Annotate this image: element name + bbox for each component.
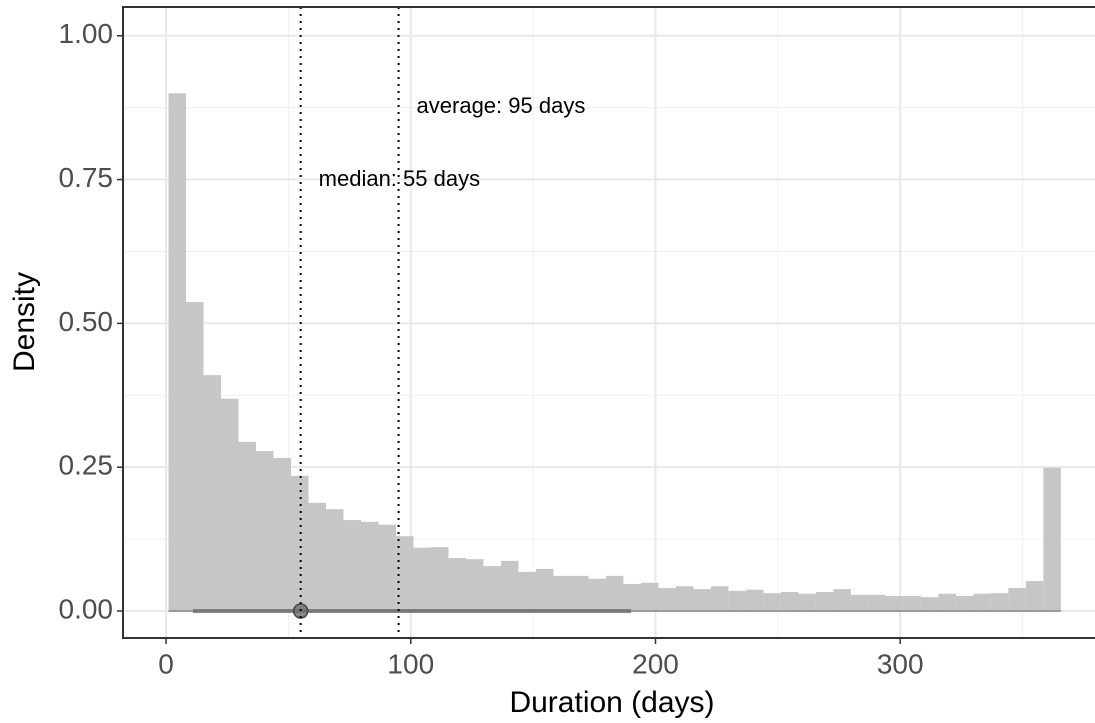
bar: [570, 575, 589, 611]
bar: [850, 594, 869, 611]
bar: [588, 578, 606, 611]
bar: [238, 441, 257, 611]
bar: [483, 566, 501, 611]
y-tick-label: 1.00: [59, 18, 114, 49]
bar: [955, 596, 974, 611]
annotation: average: 95 days: [417, 93, 586, 118]
bar: [640, 582, 659, 611]
bar: [343, 520, 361, 611]
bar: [693, 589, 711, 611]
bar: [1008, 587, 1026, 611]
bar: [221, 398, 239, 611]
y-tick-label: 0.75: [59, 162, 114, 193]
bar: [938, 593, 956, 611]
bar: [413, 547, 431, 611]
bar: [360, 521, 379, 611]
y-tick-label: 0.50: [59, 306, 114, 337]
panel-border: [122, 6, 1095, 639]
x-tick-label: 200: [632, 648, 679, 679]
bar: [378, 524, 396, 611]
bar: [430, 547, 449, 611]
bar: [1025, 581, 1044, 611]
x-tick-label: 300: [877, 648, 924, 679]
bar: [920, 597, 939, 611]
bar: [325, 509, 344, 611]
bar: [518, 571, 536, 611]
bar: [903, 596, 921, 611]
bar: [308, 502, 326, 611]
bar: [745, 589, 764, 611]
bar: [868, 594, 886, 611]
y-tick-label: 0.25: [59, 450, 114, 481]
bar: [728, 590, 746, 611]
bar: [798, 593, 816, 611]
bar: [990, 593, 1009, 611]
bar: [605, 575, 624, 611]
bar: [763, 593, 781, 611]
bar: [500, 560, 519, 611]
bar: [815, 591, 834, 611]
bar: [658, 587, 676, 611]
bar: [535, 568, 554, 611]
x-tick-label: 100: [387, 648, 434, 679]
bar: [710, 586, 729, 611]
bar: [256, 451, 274, 611]
bar: [203, 375, 222, 611]
bar: [290, 475, 309, 611]
bar: [186, 302, 204, 611]
bar: [675, 586, 694, 611]
bar: [465, 559, 484, 611]
bar: [168, 93, 187, 611]
x-tick-label: 0: [158, 648, 174, 679]
bar: [553, 575, 571, 611]
bar: [395, 536, 414, 611]
bar: [273, 457, 291, 611]
bar: [1043, 467, 1061, 611]
x-axis-title: Duration (days): [509, 686, 714, 719]
bar: [973, 593, 991, 611]
y-tick-label: 0.00: [59, 593, 114, 624]
bar: [885, 596, 904, 611]
y-axis-title: Density: [8, 272, 41, 372]
bar: [833, 589, 851, 611]
bar: [623, 583, 641, 611]
bar: [448, 558, 466, 611]
bar: [780, 591, 799, 611]
